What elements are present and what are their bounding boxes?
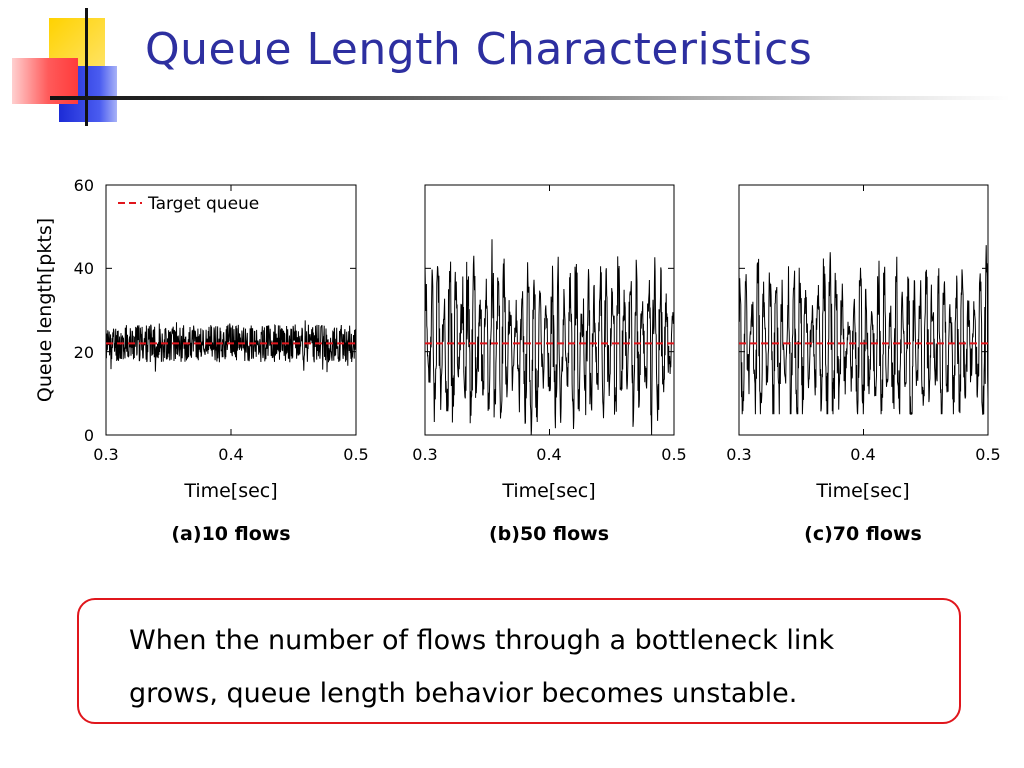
note-box: When the number of flows through a bottl… bbox=[77, 598, 961, 724]
x-axis-label: Time[sec] bbox=[501, 480, 595, 502]
y-tick-label: 20 bbox=[74, 343, 94, 362]
x-tick-label: 0.4 bbox=[218, 445, 243, 464]
legend-label: Target queue bbox=[147, 194, 259, 214]
x-tick-label: 0.4 bbox=[536, 445, 561, 464]
x-tick-label: 0.3 bbox=[726, 445, 751, 464]
ticks-c bbox=[738, 184, 989, 436]
x-tick-label: 0.3 bbox=[412, 445, 437, 464]
x-tick-label: 0.5 bbox=[343, 445, 368, 464]
chart-panel-a: Target queue 60 40 20 0 0.3 0.4 0.5 Time… bbox=[34, 176, 369, 545]
queue-length-charts: Target queue 60 40 20 0 0.3 0.4 0.5 Time… bbox=[34, 176, 1001, 545]
y-tick-label: 60 bbox=[74, 176, 94, 195]
x-tick-label: 0.4 bbox=[850, 445, 875, 464]
x-tick-label: 0.5 bbox=[661, 445, 686, 464]
y-axis-label: Queue length[pkts] bbox=[34, 218, 56, 402]
slide-title: Queue Length Characteristics bbox=[145, 24, 813, 75]
series-line-b bbox=[424, 239, 675, 436]
series-line-c bbox=[738, 245, 989, 415]
ticks-b bbox=[424, 184, 675, 436]
chart-caption: (a)10 flows bbox=[171, 523, 290, 545]
x-axis-label: Time[sec] bbox=[815, 480, 909, 502]
chart-panel-b: 0.3 0.4 0.5 Time[sec] (b)50 flows bbox=[412, 184, 687, 545]
chart-caption: (c)70 flows bbox=[804, 523, 922, 545]
x-tick-label: 0.5 bbox=[975, 445, 1000, 464]
x-tick-label: 0.3 bbox=[93, 445, 118, 464]
y-tick-label: 0 bbox=[84, 426, 94, 445]
plot-area-a bbox=[105, 184, 357, 436]
decor-vertical-line bbox=[85, 8, 88, 126]
note-text: When the number of flows through a bottl… bbox=[129, 625, 835, 709]
y-tick-label: 40 bbox=[74, 259, 94, 278]
title-underline bbox=[50, 96, 1010, 100]
chart-caption: (b)50 flows bbox=[489, 523, 609, 545]
chart-panel-c: 0.3 0.4 0.5 Time[sec] (c)70 flows bbox=[726, 184, 1001, 545]
x-axis-label: Time[sec] bbox=[183, 480, 277, 502]
series-line-a bbox=[105, 320, 357, 373]
ticks-a bbox=[105, 184, 357, 436]
